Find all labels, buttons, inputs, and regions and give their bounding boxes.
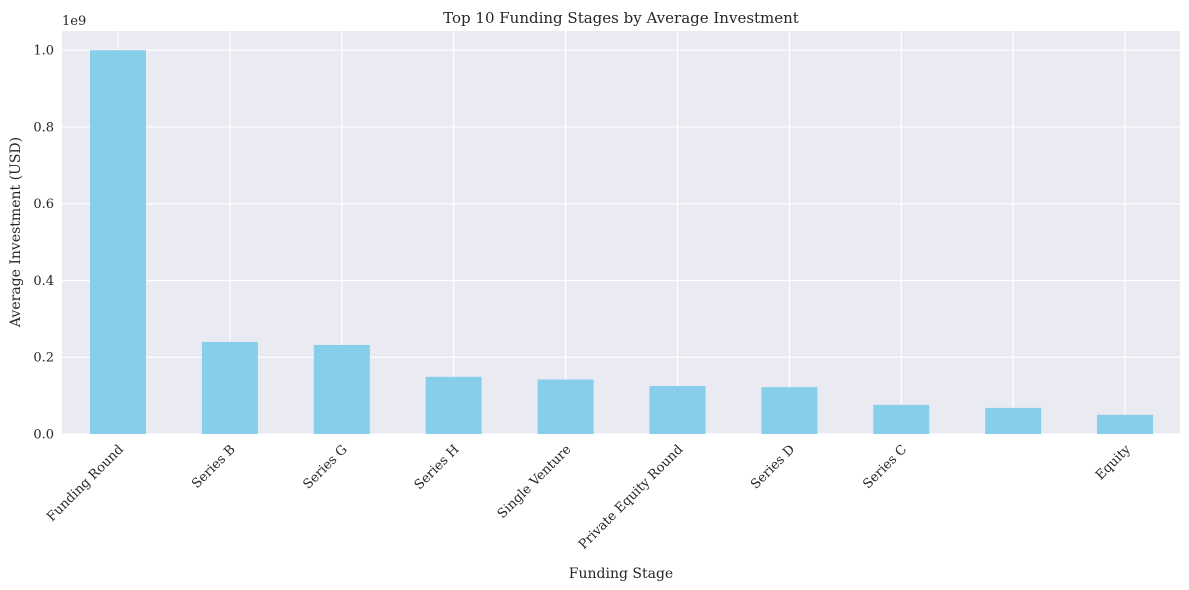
x-tick-label: Series B [189,442,239,492]
y-offset-label: 1e9 [62,14,86,29]
bar [313,344,370,434]
bar [985,407,1042,434]
y-axis-ticks: 0.0 0.2 0.4 0.6 0.8 1.0 [33,44,54,443]
x-tick-label: Private Equity Round [576,442,686,552]
bar [761,387,818,434]
y-tick-label: 0.2 [33,351,54,366]
bar [537,379,594,434]
bar [201,341,258,434]
bar [90,50,146,434]
x-tick-label: Series C [860,442,910,492]
y-tick-label: 0.0 [33,428,54,443]
bar [649,386,706,434]
bars [90,50,1154,434]
grid [62,31,1180,435]
x-axis-label: Funding Stage [569,566,673,582]
x-axis-ticks: Funding Round Series B Series G Series H Sin… [44,442,1134,553]
y-tick-label: 0.8 [33,120,54,135]
x-tick-label: Series G [301,442,351,492]
y-tick-label: 0.4 [33,274,54,289]
bar [873,404,930,434]
y-axis-label: Average Investment (USD) [8,137,24,328]
x-tick-label: Equity [1093,442,1134,483]
x-tick-label: Series D [748,442,798,492]
y-tick-label: 0.6 [33,197,54,212]
x-tick-label: Funding Round [44,442,127,525]
x-tick-label: Series H [412,442,463,493]
bar [425,376,482,434]
y-tick-label: 1.0 [33,44,54,59]
x-tick-label: Single Venture [495,442,575,522]
chart-title: Top 10 Funding Stages by Average Investm… [443,9,799,27]
bar [1097,414,1154,434]
